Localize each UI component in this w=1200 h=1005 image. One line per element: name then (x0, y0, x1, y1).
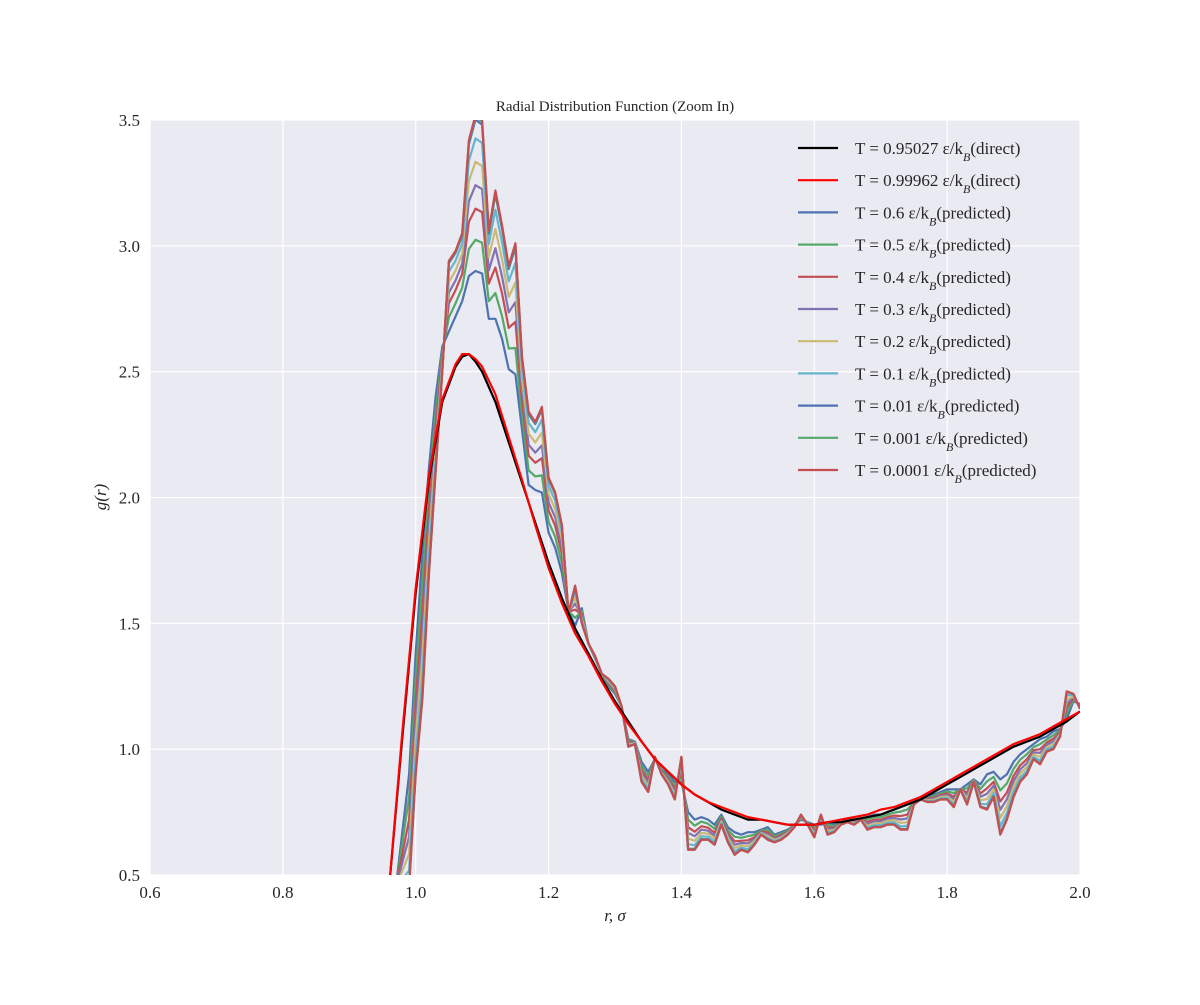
chart-title: Radial Distribution Function (Zoom In) (496, 99, 734, 115)
x-tick-label: 1.0 (405, 883, 426, 902)
series-lines (389, 120, 1080, 875)
series-line-3 (396, 238, 1080, 875)
legend-label-main: T = 0.001 ε/k (855, 429, 947, 448)
x-tick-label: 1.2 (538, 883, 559, 902)
legend-subscript: B (929, 279, 937, 293)
legend-label-suffix: (predicted) (962, 461, 1037, 480)
legend-label-main: T = 0.95027 ε/k (855, 139, 964, 158)
legend-subscript: B (929, 343, 937, 357)
x-axis-label: r, σ (604, 906, 626, 925)
x-tick-label: 1.8 (937, 883, 958, 902)
x-tick-labels: 0.6 0.8 1.0 1.2 1.4 1.6 1.8 2.0 (139, 883, 1090, 902)
legend-label: T = 0.4 ε/kB(predicted) (855, 268, 1011, 293)
legend-subscript: B (929, 247, 937, 261)
legend-label: T = 0.3 ε/kB(predicted) (855, 300, 1011, 325)
y-tick-label: 1.0 (119, 740, 140, 759)
legend-subscript: B (963, 182, 971, 196)
x-tick-label: 0.8 (272, 883, 293, 902)
legend-label-main: T = 0.6 ε/k (855, 203, 930, 222)
x-tick-label: 2.0 (1069, 883, 1090, 902)
y-tick-label: 0.5 (119, 866, 140, 885)
legend-label: T = 0.001 ε/kB(predicted) (855, 429, 1028, 454)
legend-label-suffix: (direct) (970, 171, 1020, 190)
legend-label-suffix: (direct) (970, 139, 1020, 158)
legend-subscript: B (929, 311, 937, 325)
legend-subscript: B (929, 214, 937, 228)
legend-label-main: T = 0.3 ε/k (855, 300, 930, 319)
grid-lines (149, 119, 1081, 876)
legend-label: T = 0.6 ε/kB(predicted) (855, 203, 1011, 228)
legend-label-main: T = 0.5 ε/k (855, 236, 930, 255)
legend-label-suffix: (predicted) (936, 300, 1011, 319)
series-line-2 (396, 269, 1080, 875)
legend-label-suffix: (predicted) (936, 268, 1011, 287)
legend-subscript: B (946, 440, 954, 454)
legend-label: T = 0.2 ε/kB(predicted) (855, 332, 1011, 357)
legend: T = 0.95027 ε/kB(direct)T = 0.99962 ε/kB… (798, 139, 1036, 486)
legend-label: T = 0.95027 ε/kB(direct) (855, 139, 1020, 164)
y-tick-label: 2.0 (119, 489, 140, 508)
y-tick-label: 3.0 (119, 237, 140, 256)
y-axis-label: g(r) (91, 483, 110, 510)
legend-label: T = 0.01 ε/kB(predicted) (855, 397, 1019, 422)
x-tick-label: 1.6 (804, 883, 825, 902)
legend-subscript: B (938, 408, 946, 422)
series-line-4 (397, 207, 1080, 875)
legend-label-suffix: (predicted) (936, 332, 1011, 351)
y-tick-label: 2.5 (119, 363, 140, 382)
legend-subscript: B (963, 150, 971, 164)
series-line-1 (389, 353, 1080, 875)
legend-subscript: B (955, 472, 963, 486)
y-tick-labels: 0.5 1.0 1.5 2.0 2.5 3.0 3.5 (119, 111, 140, 885)
legend-label-main: T = 0.99962 ε/k (855, 171, 964, 190)
legend-label-suffix: (predicted) (936, 236, 1011, 255)
legend-label: T = 0.0001 ε/kB(predicted) (855, 461, 1036, 486)
legend-label-suffix: (predicted) (936, 203, 1011, 222)
legend-subscript: B (929, 375, 937, 389)
legend-label-suffix: (predicted) (945, 397, 1020, 416)
series-line-10 (408, 120, 1080, 875)
x-tick-label: 1.4 (671, 883, 693, 902)
legend-label-suffix: (predicted) (936, 364, 1011, 383)
legend-label-suffix: (predicted) (953, 429, 1028, 448)
legend-label-main: T = 0.01 ε/k (855, 397, 938, 416)
x-tick-label: 0.6 (139, 883, 160, 902)
y-tick-label: 3.5 (119, 111, 140, 130)
legend-label-main: T = 0.1 ε/k (855, 364, 930, 383)
legend-label: T = 0.5 ε/kB(predicted) (855, 236, 1011, 261)
legend-label-main: T = 0.4 ε/k (855, 268, 930, 287)
legend-label: T = 0.99962 ε/kB(direct) (855, 171, 1020, 196)
legend-label-main: T = 0.0001 ε/k (855, 461, 955, 480)
y-tick-label: 1.5 (119, 614, 140, 633)
legend-label-main: T = 0.2 ε/k (855, 332, 930, 351)
series-line-0 (389, 353, 1080, 875)
legend-label: T = 0.1 ε/kB(predicted) (855, 364, 1011, 389)
